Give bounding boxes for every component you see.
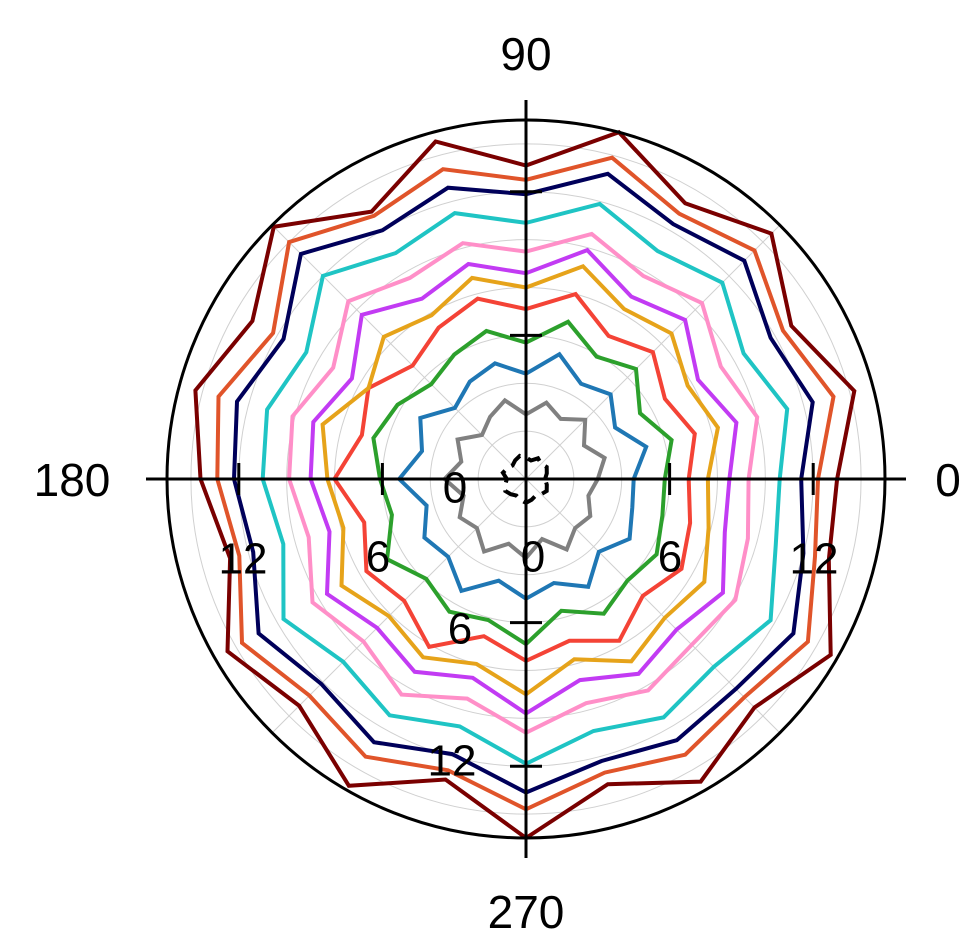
radial-tick-labels: 0 6 12 0 6 12 6 12 [219,464,839,786]
tick-marks [237,190,815,768]
tick-label-down-6: 6 [448,605,472,654]
grid-spoke-135 [271,224,527,480]
grid-spoke-225 [271,478,527,734]
angle-label-180: 180 [34,454,111,506]
angle-label-270: 270 [488,886,565,938]
tick-label-down-12: 12 [428,737,477,786]
tick-label-right-12: 12 [790,535,839,584]
angle-label-90: 90 [500,28,551,80]
tick-label-right-0: 0 [521,533,545,582]
tick-label-left-12: 12 [219,535,268,584]
series-line-10 [231,171,815,795]
tick-label-left-6: 6 [366,533,390,582]
tick-label-left-0: 0 [443,464,467,513]
grid-spoke-315 [525,478,781,734]
angle-label-0: 0 [935,454,961,506]
tick-label-right-6: 6 [658,533,682,582]
